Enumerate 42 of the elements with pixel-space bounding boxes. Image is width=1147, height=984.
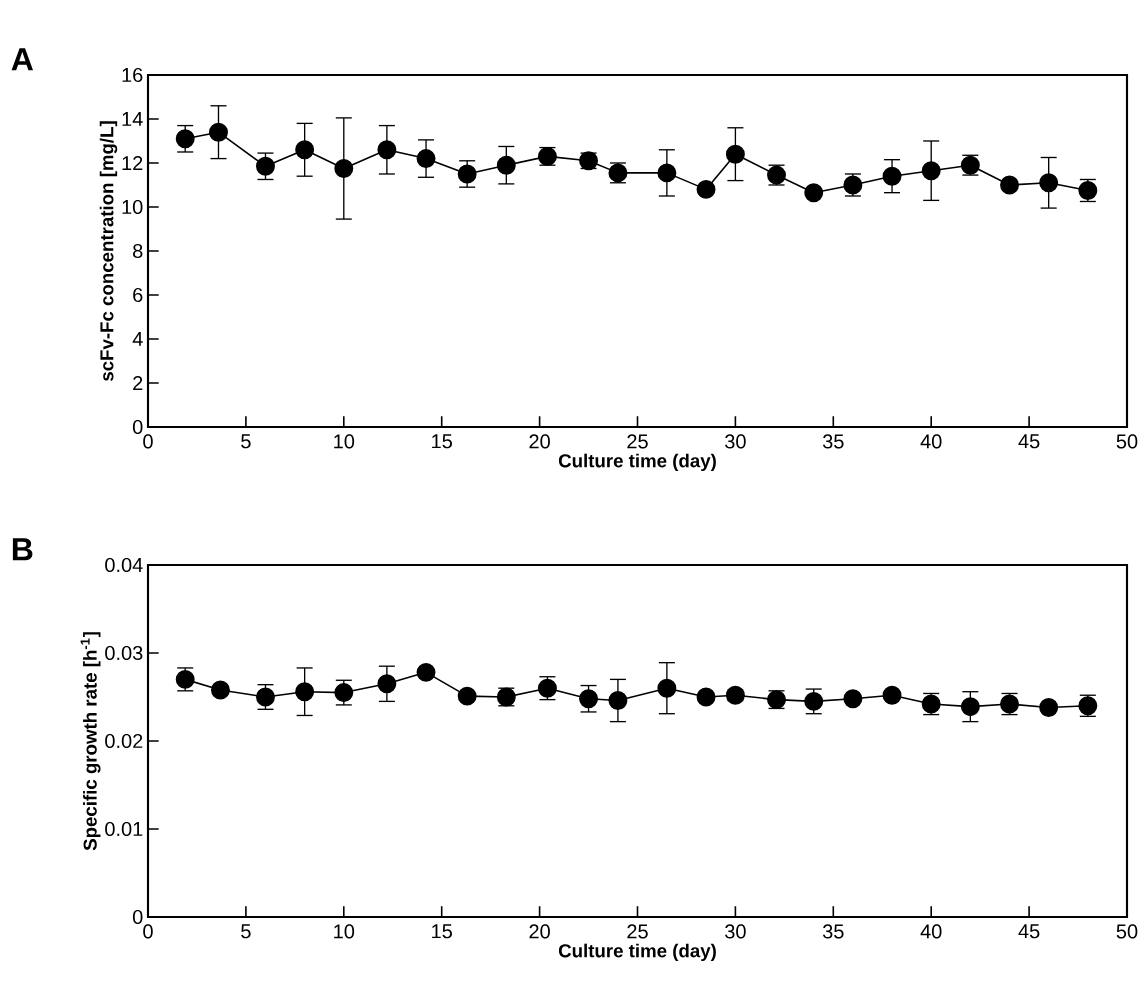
x-tick-label: 40 <box>920 434 942 449</box>
y-tick-label: 10 <box>122 199 143 215</box>
y-tick-label: 12 <box>122 156 143 170</box>
x-tick-label: 5 <box>241 924 251 939</box>
x-tick-label: 10 <box>334 924 355 939</box>
y-tick-label: 0 <box>132 909 143 925</box>
y-tick-label: 14 <box>122 112 143 126</box>
y-tick-label: 4 <box>132 332 143 346</box>
x-tick-label: 40 <box>920 924 942 939</box>
x-tick-label: 45 <box>1018 434 1040 449</box>
y-axis-title: Specific growth rate [h$^{-1}$] <box>80 632 101 851</box>
text: A <box>11 48 34 71</box>
x-tick-label: 50 <box>1116 924 1138 939</box>
y-tick-label: 0 <box>132 419 143 435</box>
x-tick-label: 25 <box>627 434 648 449</box>
x-tick-label: 0 <box>143 924 153 939</box>
x-tick-label: 15 <box>432 434 452 449</box>
x-tick-label: 10 <box>334 434 355 449</box>
x-tick-label: 35 <box>822 434 844 449</box>
y-tick-label: 0.04 <box>105 557 143 573</box>
x-tick-label: 20 <box>529 434 550 449</box>
x-tick-label: 30 <box>725 924 746 939</box>
x-axis-title: Culture time (day) <box>558 453 716 472</box>
y-tick-label: 0.02 <box>105 733 143 749</box>
y-tick-label: 0.01 <box>105 821 143 837</box>
x-tick-label: 15 <box>432 924 452 939</box>
x-tick-label: 5 <box>241 434 251 449</box>
y-tick-label: 2 <box>133 376 143 390</box>
x-tick-label: 25 <box>627 924 648 939</box>
y-tick-label: 8 <box>133 243 143 259</box>
y-axis-title: scFv-Fc concentration [mg/L] <box>99 121 118 382</box>
x-tick-label: 0 <box>143 434 153 449</box>
y-tick-label: 16 <box>122 67 143 83</box>
x-tick-label: 50 <box>1116 434 1138 449</box>
text: B <box>12 538 33 561</box>
x-tick-label: 35 <box>822 924 844 939</box>
x-tick-label: 20 <box>529 924 550 939</box>
x-tick-label: 30 <box>725 434 746 449</box>
x-tick-label: 45 <box>1018 924 1040 939</box>
y-tick-label: 0.03 <box>105 645 143 661</box>
y-tick-label: 6 <box>133 287 143 303</box>
x-axis-title: Culture time (day) <box>558 943 716 962</box>
